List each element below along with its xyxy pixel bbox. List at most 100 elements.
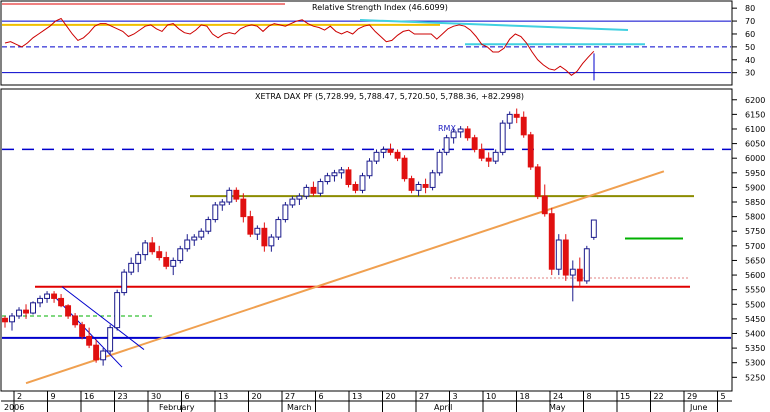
- candle-down: [310, 186, 317, 194]
- x-day-label: 22: [654, 392, 664, 401]
- x-day-label: 6: [319, 392, 324, 401]
- x-day-label: 2: [17, 392, 22, 401]
- x-day-label: 9: [51, 392, 56, 401]
- candle-down: [156, 251, 163, 259]
- price-tick-label: 6150: [745, 110, 765, 119]
- x-axis: 2 9 16 23 30 6 13 20 27 6 13 20 27 3 10 18 24 8 15 22 29 5200…: [1, 391, 732, 412]
- candle-down: [86, 335, 93, 346]
- candle-up: [317, 181, 324, 194]
- candle-up: [16, 309, 22, 317]
- x-day-label: 27: [419, 392, 429, 401]
- price-axis: 6200 6150 6100 6050 6000 5950 5900 5850 5800 5750…: [732, 96, 765, 382]
- rsi-cyan-line: [359, 19, 629, 31]
- x-day-label: 15: [620, 392, 630, 401]
- candle-down: [23, 309, 29, 314]
- price-panel: XETRA DAX PF (5,728.99, 5,788.47, 5,720.…: [0, 88, 765, 392]
- candle-down: [534, 166, 541, 197]
- price-tick-label: 5700: [745, 242, 765, 251]
- x-day-label: 5: [721, 392, 726, 401]
- x-day-label: 23: [118, 392, 128, 401]
- price-tick-label: 5400: [745, 329, 765, 338]
- candles: [2, 108, 597, 366]
- price-tick-label: 5500: [745, 300, 765, 309]
- candle-down: [464, 128, 471, 139]
- candle-up: [121, 271, 128, 294]
- candle-up: [296, 195, 303, 200]
- candle-down: [93, 344, 100, 361]
- candle-down: [345, 169, 352, 185]
- price-tick-label: 6200: [745, 96, 765, 105]
- candle-up: [205, 219, 212, 232]
- x-day-label: 29: [687, 392, 697, 401]
- rsi-panel: Relative Strength Index (46.6099) 80 70 60…: [0, 0, 755, 86]
- candle-up: [191, 236, 198, 241]
- candle-down: [240, 198, 247, 218]
- price-tick-label: 5950: [745, 169, 765, 178]
- candle-down: [387, 148, 394, 153]
- candle-up: [170, 259, 177, 267]
- candle-up: [590, 219, 597, 238]
- candle-up: [184, 239, 191, 250]
- candle-up: [366, 160, 373, 177]
- price-tick-label: 6000: [745, 154, 765, 163]
- candle-up: [380, 148, 387, 153]
- rsi-tick-label: 70: [745, 17, 755, 26]
- rsi-tick-label: 30: [745, 69, 755, 78]
- price-tick-label: 5350: [745, 344, 765, 353]
- candle-down: [401, 157, 408, 180]
- candle-up: [359, 175, 366, 191]
- candle-up: [443, 137, 450, 153]
- rsi-tick-label: 60: [745, 30, 755, 39]
- price-lines: [2, 148, 731, 385]
- candle-up: [114, 292, 121, 329]
- candle-down: [541, 195, 548, 215]
- candle-up: [331, 172, 338, 177]
- candle-up: [44, 293, 51, 299]
- x-day-label: 20: [252, 392, 262, 401]
- price-tick-label: 6100: [745, 125, 765, 134]
- rsi-title: Relative Strength Index (46.6099): [312, 3, 448, 12]
- candle-up: [226, 189, 233, 203]
- candle-up: [198, 230, 205, 238]
- candle-up: [107, 327, 114, 352]
- rsi-lines: [2, 3, 731, 81]
- rmx-annotation: RMX: [438, 124, 456, 133]
- x-day-label: 6: [185, 392, 190, 401]
- candle-down: [233, 189, 240, 200]
- candle-up: [289, 198, 296, 206]
- candle-up: [142, 242, 149, 256]
- candle-up: [268, 236, 275, 247]
- rsi-tick-label: 40: [745, 56, 755, 65]
- candle-up: [429, 172, 436, 188]
- candle-down: [471, 137, 478, 150]
- price-tick-label: 5650: [745, 256, 765, 265]
- candle-up: [212, 204, 219, 221]
- candle-down: [408, 178, 415, 191]
- candle-down: [149, 242, 156, 253]
- rsi-frame: [0, 0, 733, 86]
- candle-up: [373, 151, 380, 162]
- candle-down: [576, 268, 583, 282]
- price-tick-label: 5450: [745, 315, 765, 324]
- price-tick-label: 5850: [745, 198, 765, 207]
- rsi-tick-label: 50: [745, 43, 755, 52]
- x-day-label: 18: [520, 392, 530, 401]
- x-day-label: 30: [151, 392, 161, 401]
- rsi-tick-label: 80: [745, 4, 755, 13]
- x-day-label: 3: [453, 392, 458, 401]
- candle-up: [275, 219, 282, 238]
- price-tick-label: 5300: [745, 359, 765, 368]
- candle-down: [527, 134, 534, 168]
- candle-up: [324, 175, 331, 183]
- x-day-label: 13: [352, 392, 362, 401]
- x-day-label: 8: [587, 392, 592, 401]
- candle-down: [478, 148, 485, 159]
- candle-up: [415, 183, 422, 191]
- candle-down: [422, 183, 429, 188]
- x-day-label: 13: [218, 392, 228, 401]
- candle-up: [450, 131, 457, 139]
- candle-up: [492, 151, 499, 162]
- rsi-line: [4, 17, 595, 76]
- candle-down: [65, 305, 72, 317]
